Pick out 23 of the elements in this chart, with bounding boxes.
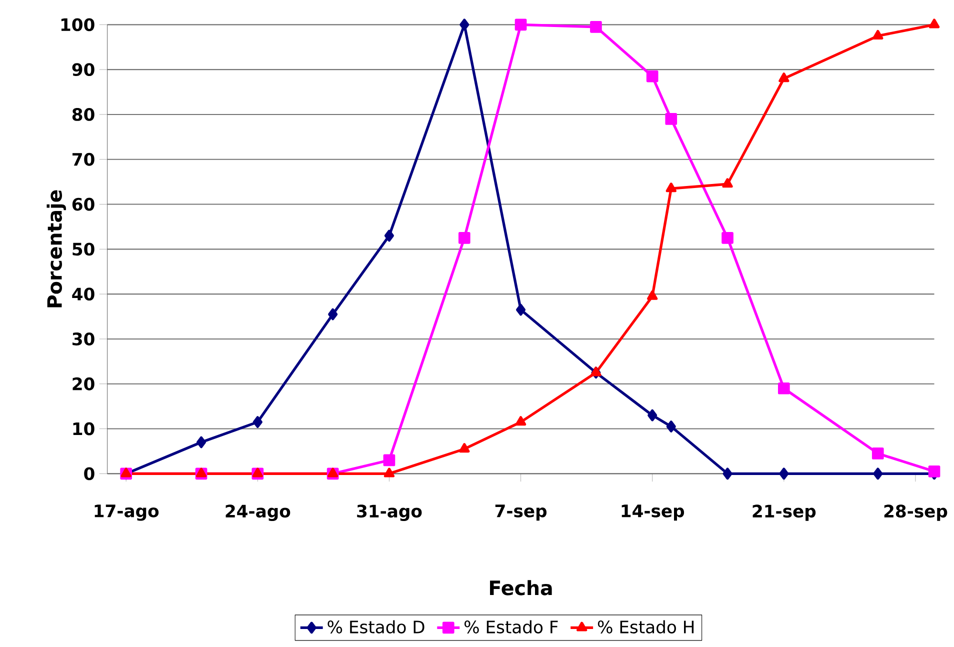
y-tick-label: 70	[72, 152, 94, 166]
y-tick-label: 80	[72, 108, 94, 121]
y-tick-label: 10	[73, 422, 94, 436]
x-tick-label: 17-ago	[94, 504, 159, 521]
x-tick-label: 21-sep	[752, 504, 816, 521]
legend-label: % Estado F	[464, 620, 558, 634]
y-tick-label: 40	[72, 287, 94, 300]
y-axis-title: Porcentaje	[46, 190, 66, 308]
y-tick-label: 60	[72, 198, 94, 211]
y-tick-label: 90	[72, 62, 94, 76]
x-tick-label: 28-sep	[884, 504, 948, 521]
y-tick-label: 0	[84, 467, 94, 480]
y-tick-label: 20	[72, 377, 94, 390]
x-axis-title: Fecha	[490, 580, 552, 596]
x-tick-label: 24-ago	[226, 504, 290, 521]
legend-label: % Estado D	[328, 620, 424, 634]
y-tick-label: 50	[72, 242, 94, 256]
y-tick-label: 30	[72, 332, 94, 346]
x-tick-label: 31-ago	[357, 504, 422, 521]
x-tick-label: 14-sep	[622, 504, 684, 520]
x-tick-label: 7-sep	[495, 504, 547, 520]
legend-label: % Estado H	[598, 620, 694, 634]
y-tick-label: 100	[61, 18, 94, 31]
